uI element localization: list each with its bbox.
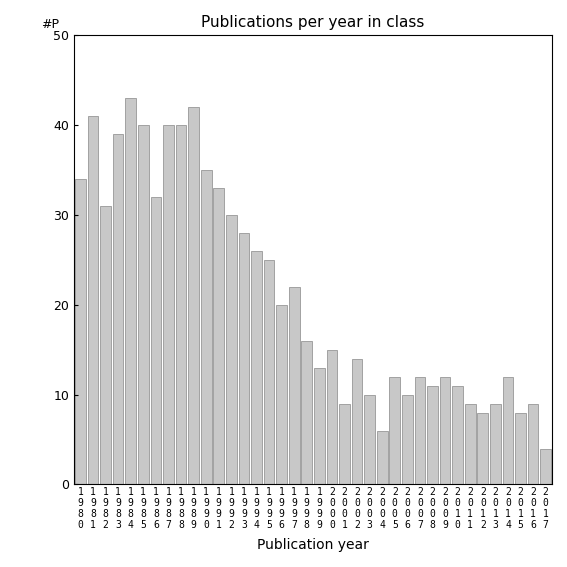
Bar [477,413,488,484]
Bar [440,376,450,484]
Bar [528,404,539,484]
Bar [150,197,161,484]
Bar [264,260,274,484]
Bar [327,350,337,484]
Bar [352,359,362,484]
Bar [390,376,400,484]
Bar [427,386,438,484]
Bar [339,404,350,484]
Bar [138,125,149,484]
Bar [163,125,174,484]
Bar [302,341,312,484]
Text: #P: #P [41,18,58,31]
Bar [75,179,86,484]
Bar [226,215,236,484]
Bar [113,134,124,484]
Bar [100,206,111,484]
Bar [88,116,98,484]
Bar [502,376,513,484]
Bar [125,98,136,484]
Bar [251,251,262,484]
Bar [239,233,249,484]
Title: Publications per year in class: Publications per year in class [201,15,425,30]
Bar [452,386,463,484]
Bar [314,368,325,484]
Bar [213,188,224,484]
Bar [176,125,187,484]
Bar [465,404,476,484]
Bar [414,376,425,484]
Bar [540,448,551,484]
Bar [276,305,287,484]
Bar [365,395,375,484]
Bar [402,395,413,484]
Bar [289,287,299,484]
Bar [201,170,211,484]
Bar [515,413,526,484]
Bar [377,430,388,484]
X-axis label: Publication year: Publication year [257,538,369,552]
Bar [490,404,501,484]
Bar [188,107,199,484]
